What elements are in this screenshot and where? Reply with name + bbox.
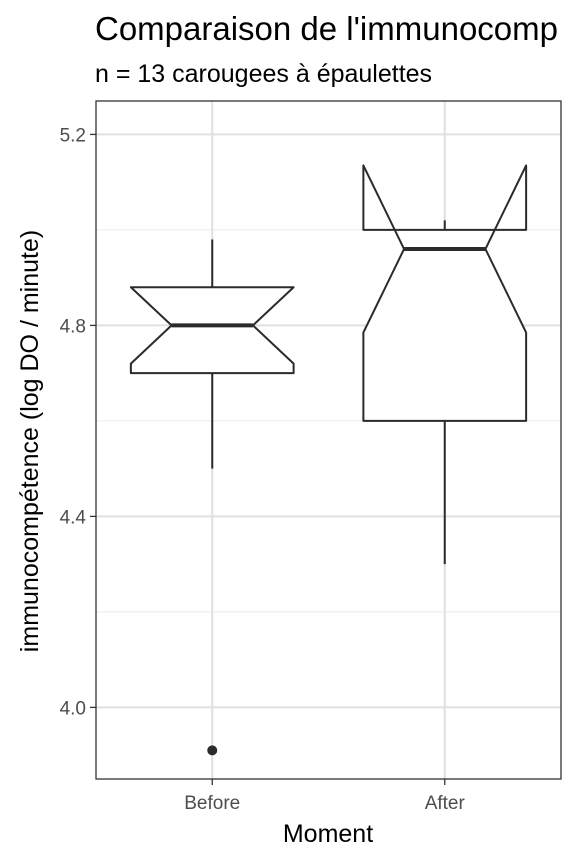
notched-box [362, 164, 528, 422]
plot-panel [96, 101, 561, 779]
panel-border [95, 100, 562, 780]
x-tick-label: After [425, 793, 466, 814]
y-tick-label: 5.2 [60, 125, 86, 146]
chart-subtitle: n = 13 carougees à épaulettes [95, 60, 432, 88]
box-after [362, 164, 528, 565]
plot-marks [95, 100, 562, 780]
outlier-point [207, 745, 218, 756]
y-tick-label: 4.8 [60, 316, 86, 337]
x-tick-label: Before [184, 793, 240, 814]
panel-background [96, 101, 561, 779]
y-tick-label: 4.0 [60, 698, 86, 719]
y-tick-label: 4.4 [60, 507, 87, 528]
notched-box [129, 286, 295, 375]
axis-ticks: 4.0 4.4 4.8 5.2 Before After [60, 125, 466, 814]
y-axis-title: immunocompétence (log DO / minute) [16, 230, 44, 652]
x-axis-title: Moment [283, 820, 373, 848]
box-before [129, 239, 295, 756]
chart-title: Comparaison de l'immunocomp [95, 10, 558, 47]
